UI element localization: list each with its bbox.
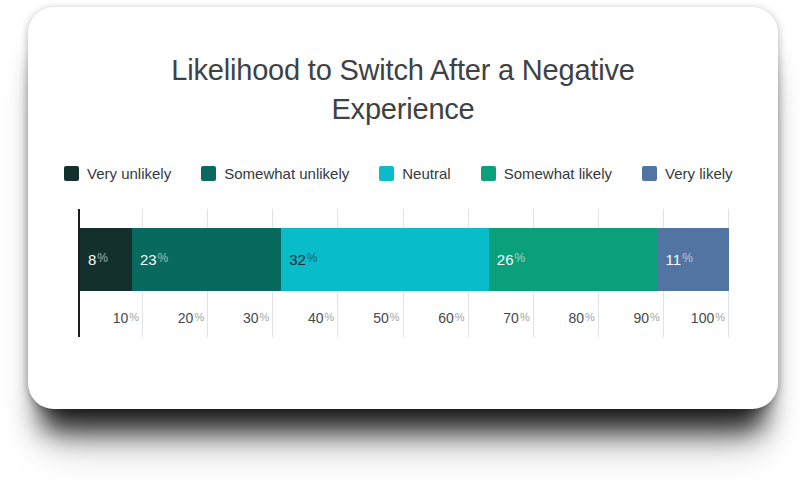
chart-legend: Very unlikely Somewhat unlikely Neutral Som… xyxy=(64,165,733,182)
legend-swatch xyxy=(481,166,496,181)
bar-segment-label: 32% xyxy=(289,251,317,268)
x-tick-label: 20% xyxy=(144,310,204,326)
legend-item-label: Very likely xyxy=(665,165,733,182)
value-number: 60 xyxy=(438,310,454,326)
percent-sign: % xyxy=(97,251,108,265)
bar-segment-label: 26% xyxy=(497,251,525,268)
percent-sign: % xyxy=(390,311,400,323)
value-number: 32 xyxy=(289,251,306,268)
value-number: 100 xyxy=(691,310,714,326)
stacked-bar-chart: 8%23%32%26%11% 10%20%30%40%50%60%70%80%9… xyxy=(78,209,729,337)
value-number: 10 xyxy=(113,310,129,326)
value-number: 11 xyxy=(666,251,682,268)
x-tick-label: 30% xyxy=(209,310,269,326)
bar-segment-label: 8% xyxy=(88,251,108,268)
legend-item[interactable]: Very likely xyxy=(642,165,733,182)
x-tick-label: 10% xyxy=(79,310,139,326)
percent-sign: % xyxy=(715,311,725,323)
bar-segment-label: 23% xyxy=(140,251,168,268)
bar-segment[interactable]: 23% xyxy=(132,228,281,291)
bar-segment[interactable]: 8% xyxy=(80,228,132,291)
y-axis-line xyxy=(78,209,80,337)
value-number: 70 xyxy=(503,310,519,326)
percent-sign: % xyxy=(682,251,693,265)
x-tick-label: 40% xyxy=(274,310,334,326)
x-tick-label: 70% xyxy=(470,310,530,326)
percent-sign: % xyxy=(520,311,530,323)
x-tick-label: 90% xyxy=(600,310,660,326)
percent-sign: % xyxy=(585,311,595,323)
percent-sign: % xyxy=(158,251,169,265)
x-tick-label: 80% xyxy=(535,310,595,326)
bar-segment[interactable]: 26% xyxy=(489,228,658,291)
legend-swatch xyxy=(642,166,657,181)
legend-item[interactable]: Somewhat likely xyxy=(481,165,612,182)
percent-sign: % xyxy=(194,311,204,323)
legend-item[interactable]: Very unlikely xyxy=(64,165,171,182)
x-tick-label: 100% xyxy=(665,310,725,326)
percent-sign: % xyxy=(515,251,526,265)
legend-item[interactable]: Somewhat unlikely xyxy=(201,165,349,182)
x-tick-label: 60% xyxy=(405,310,465,326)
value-number: 8 xyxy=(88,251,96,268)
legend-item-label: Somewhat unlikely xyxy=(224,165,349,182)
percent-sign: % xyxy=(325,311,335,323)
value-number: 20 xyxy=(178,310,194,326)
percent-sign: % xyxy=(455,311,465,323)
legend-item-label: Somewhat likely xyxy=(504,165,612,182)
bar-segment[interactable]: 32% xyxy=(281,228,489,291)
legend-swatch xyxy=(379,166,394,181)
value-number: 80 xyxy=(568,310,584,326)
value-number: 26 xyxy=(497,251,514,268)
value-number: 30 xyxy=(243,310,259,326)
chart-card: Likelihood to Switch After a Negative Ex… xyxy=(28,7,778,409)
chart-title: Likelihood to Switch After a Negative Ex… xyxy=(98,51,708,129)
legend-item[interactable]: Neutral xyxy=(379,165,450,182)
percent-sign: % xyxy=(307,251,318,265)
value-number: 50 xyxy=(373,310,389,326)
stacked-bar: 8%23%32%26%11% xyxy=(80,228,729,291)
bar-segment-label: 11% xyxy=(666,251,693,268)
value-number: 23 xyxy=(140,251,157,268)
legend-swatch xyxy=(64,166,79,181)
page-background: { "title": "Likelihood to Switch After a… xyxy=(0,0,804,486)
legend-item-label: Very unlikely xyxy=(87,165,171,182)
value-number: 40 xyxy=(308,310,324,326)
percent-sign: % xyxy=(129,311,139,323)
value-number: 90 xyxy=(634,310,650,326)
percent-sign: % xyxy=(650,311,660,323)
bar-segment[interactable]: 11% xyxy=(658,228,729,291)
percent-sign: % xyxy=(260,311,270,323)
legend-item-label: Neutral xyxy=(402,165,450,182)
x-tick-label: 50% xyxy=(340,310,400,326)
legend-swatch xyxy=(201,166,216,181)
